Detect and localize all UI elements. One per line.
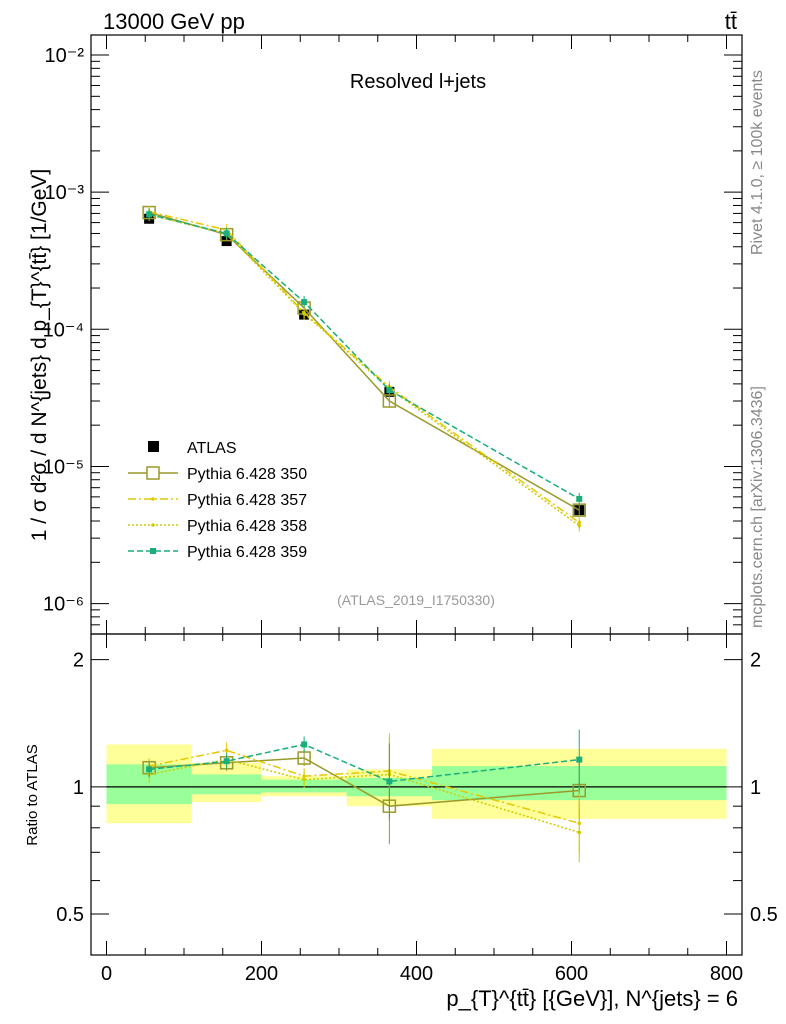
x-tick-label-3: 600 <box>555 963 588 985</box>
x-tick-label-4: 800 <box>710 963 743 985</box>
plot-title: Resolved l+jets <box>350 71 486 93</box>
y-tick-label-main-4: 10⁻² <box>45 45 85 67</box>
analysis-id: (ATLAS_2019_I1750330) <box>337 592 495 608</box>
main-line-3 <box>148 214 580 527</box>
main-marker-4-2 <box>301 299 308 306</box>
y-tick-label-main-0: 10⁻⁶ <box>43 594 84 616</box>
rivet-label: Rivet 4.1.0, ≥ 100k events <box>749 70 766 255</box>
ratio-panel: 0 200 400 600 800 0.5 0.5 1 1 2 2 <box>56 633 778 985</box>
ratio-marker-4-1 <box>223 758 230 765</box>
legend-label-1: Pythia 6.428 350 <box>187 466 307 483</box>
ratio-marker-2-1 <box>224 748 229 753</box>
main-panel: 10⁻⁶ 10⁻⁵ 10⁻⁴ 10⁻³ 10⁻² <box>43 34 743 635</box>
mcplots-label: mcplots.cern.ch [arXiv:1306.3436] <box>749 386 766 628</box>
legend-label-0: ATLAS <box>187 440 237 457</box>
energy-label: 13000 GeV pp <box>103 9 245 34</box>
ratio-marker-4-2 <box>301 741 308 748</box>
main-marker-3-2 <box>302 311 306 316</box>
y-tick-label-ratio-left-1: 1 <box>73 777 84 799</box>
main-marker-3-4 <box>577 523 582 528</box>
legend-marker-2 <box>151 497 155 501</box>
process-label: tt̄ <box>725 9 737 34</box>
legend: ATLAS Pythia 6.428 350 Pythia 6.428 357 Pyt… <box>128 440 307 561</box>
y-tick-label-ratio-left-2: 2 <box>73 650 84 672</box>
legend-marker-1 <box>146 466 160 480</box>
main-marker-4-4 <box>576 495 583 502</box>
x-tick-label-1: 200 <box>245 963 278 985</box>
ratio-marker-3-2 <box>302 777 306 782</box>
main-marker-4-0 <box>146 211 153 218</box>
ratio-marker-4-3 <box>386 778 393 785</box>
legend-label-4: Pythia 6.428 359 <box>187 544 307 561</box>
ratio-marker-4-4 <box>576 756 583 763</box>
x-axis-label: p_{T}^{tt̄} [{GeV}], N^{jets} = 6 <box>446 986 738 1011</box>
y-tick-label-ratio-right-1: 1 <box>750 777 761 799</box>
y-tick-label-ratio-right-2: 2 <box>750 650 761 672</box>
ratio-marker-3-4 <box>577 830 582 835</box>
y-label-main: 1 / σ d²σ / d N^{jets} d p_{T}^{tt̄} [1/… <box>28 169 51 542</box>
legend-marker-3 <box>151 523 155 527</box>
x-tick-label-0: 0 <box>101 963 112 985</box>
main-marker-4-3 <box>386 387 393 394</box>
y-tick-label-ratio-right-0: 0.5 <box>750 904 778 926</box>
x-tick-label-2: 400 <box>400 963 433 985</box>
y-tick-label-main-2: 10⁻⁴ <box>43 319 84 341</box>
y-tick-label-ratio-left-0: 0.5 <box>56 904 84 926</box>
legend-label-2: Pythia 6.428 357 <box>187 492 307 509</box>
ratio-line-3 <box>148 758 580 834</box>
main-marker-4-1 <box>223 230 230 237</box>
legend-label-3: Pythia 6.428 358 <box>187 518 307 535</box>
band-green-1 <box>191 774 262 795</box>
legend-marker-4 <box>150 548 156 554</box>
ratio-marker-4-0 <box>146 766 153 773</box>
y-tick-label-main-3: 10⁻³ <box>45 182 85 204</box>
y-axis-label-main: 1 / σ d²σ / d N^{jets} d p_{T}^{tt̄} [1/… <box>28 169 51 542</box>
y-axis-label-ratio: Ratio to ATLAS <box>24 744 41 845</box>
legend-marker-0 <box>148 441 159 452</box>
y-label-ratio: Ratio to ATLAS <box>24 744 41 845</box>
y-tick-label-main-1: 10⁻⁵ <box>43 456 84 478</box>
